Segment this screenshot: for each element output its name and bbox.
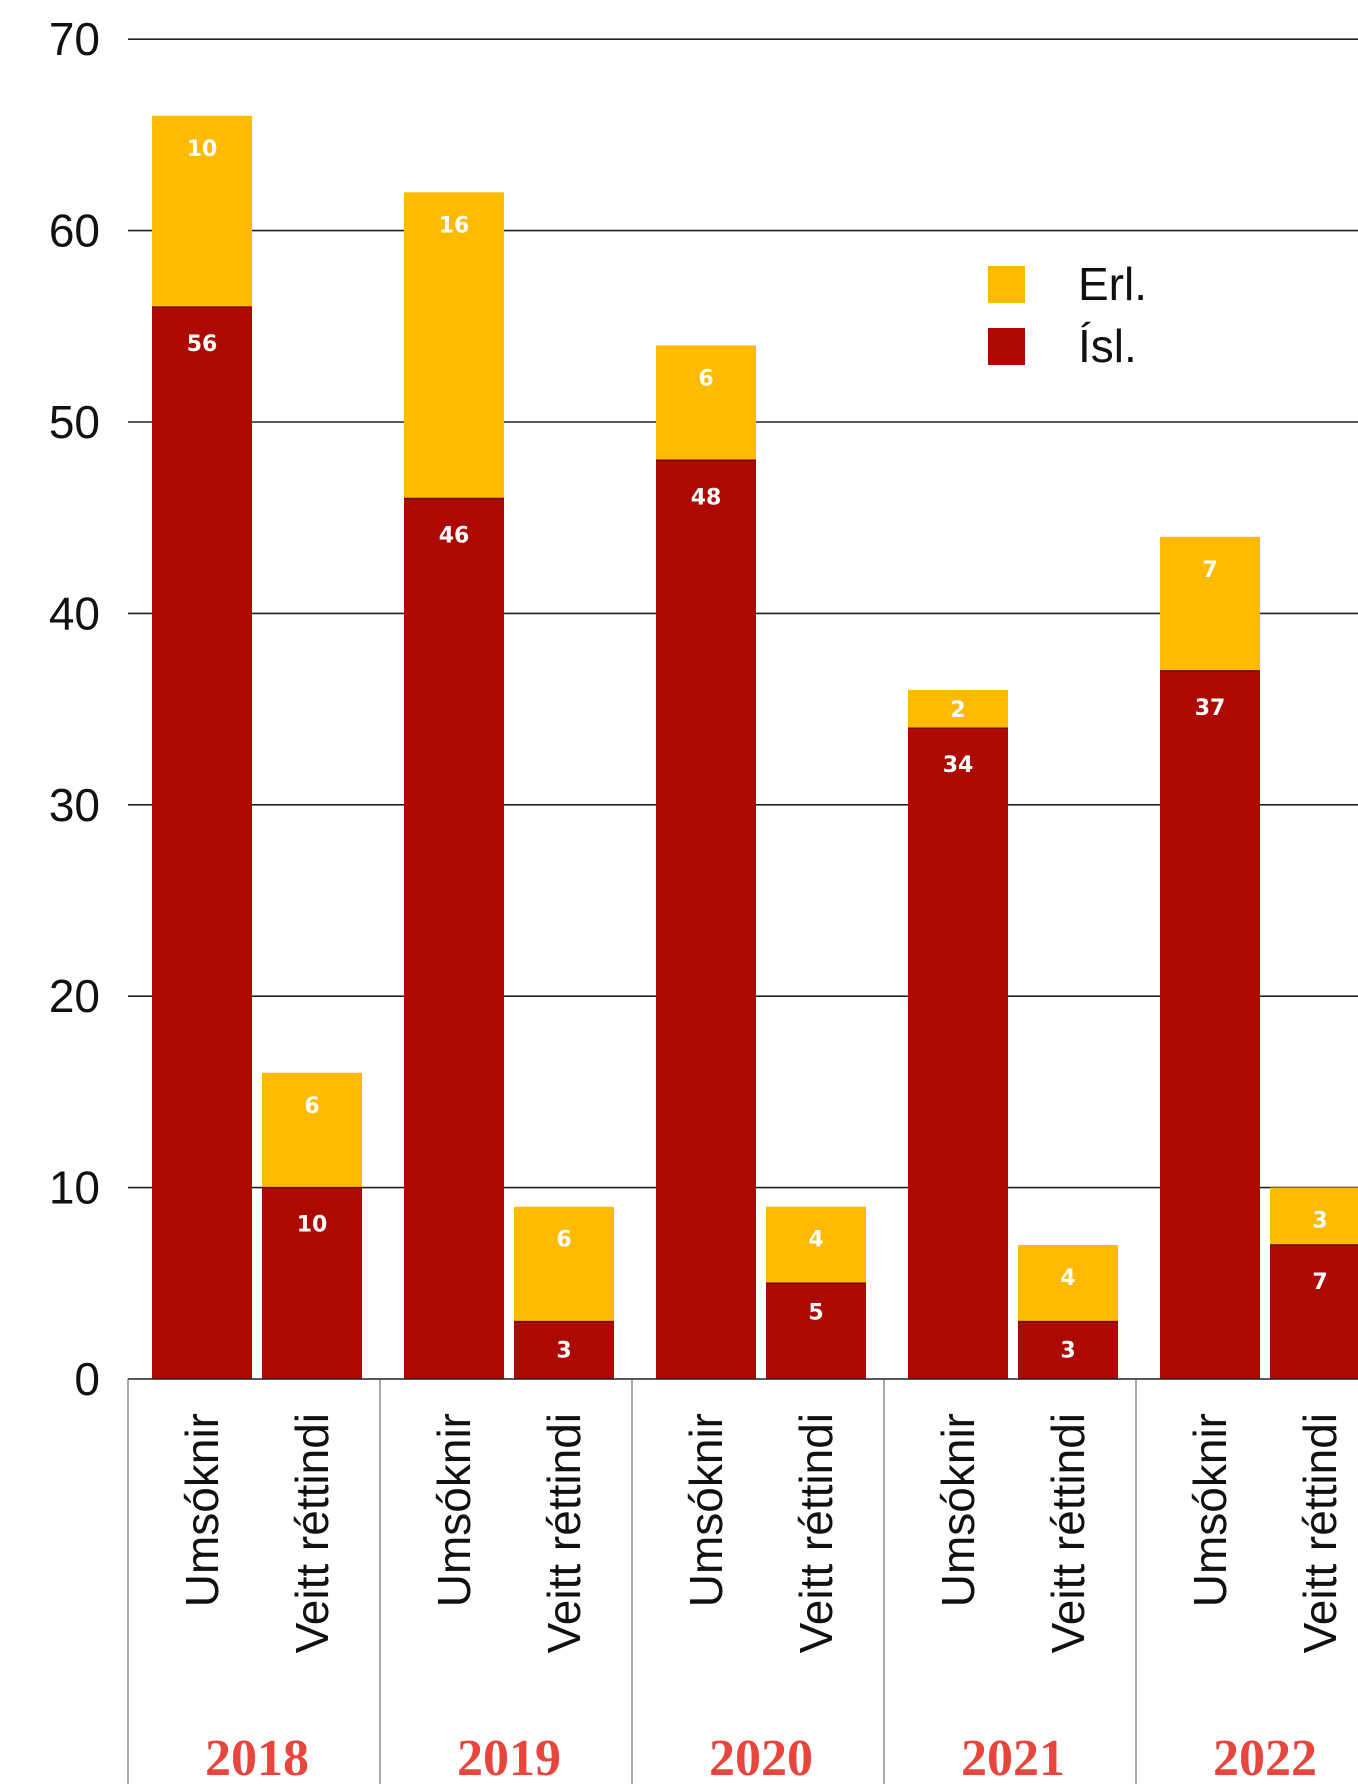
y-tick-label-10: 10 — [49, 1162, 100, 1214]
bar-label-erl-2020-1: 4 — [808, 1228, 823, 1253]
bar-isl-2020-0 — [656, 460, 756, 1379]
legend-label-1: Ísl. — [1078, 320, 1137, 372]
y-tick-label-60: 60 — [49, 205, 100, 257]
group-label-2022: 2022 — [1213, 1730, 1317, 1784]
bar-isl-2018-0 — [152, 307, 252, 1379]
bar-label-isl-2018-1: 10 — [297, 1213, 328, 1238]
bar-label-isl-2019-0: 46 — [439, 524, 470, 549]
y-tick-label-40: 40 — [49, 587, 100, 639]
category-label-2019-1: Veitt réttindi — [538, 1413, 590, 1653]
y-tick-label-70: 70 — [49, 13, 100, 65]
bar-label-isl-2022-0: 37 — [1195, 696, 1226, 721]
category-label-2020-1: Veitt réttindi — [790, 1413, 842, 1653]
y-tick-label-0: 0 — [74, 1353, 100, 1405]
bar-label-isl-2020-0: 48 — [691, 485, 722, 510]
category-label-2021-1: Veitt réttindi — [1042, 1413, 1094, 1653]
bar-isl-2022-1 — [1270, 1245, 1358, 1379]
bar-label-isl-2020-1: 5 — [808, 1300, 823, 1325]
category-label-2019-0: Umsóknir — [428, 1413, 480, 1607]
category-label-2022-0: Umsóknir — [1184, 1413, 1236, 1607]
bar-label-erl-2018-0: 10 — [187, 137, 218, 162]
bar-label-erl-2020-0: 6 — [698, 366, 713, 391]
y-tick-label-20: 20 — [49, 970, 100, 1022]
bar-isl-2021-0 — [908, 728, 1008, 1379]
group-label-2020: 2020 — [709, 1730, 813, 1784]
bar-label-isl-2018-0: 56 — [187, 332, 218, 357]
bar-label-isl-2022-1: 7 — [1312, 1270, 1327, 1295]
legend-label-0: Erl. — [1078, 258, 1147, 310]
bar-erl-2018-1 — [262, 1073, 362, 1188]
bar-label-isl-2021-1: 3 — [1060, 1339, 1075, 1364]
category-label-2018-0: Umsóknir — [176, 1413, 228, 1607]
category-label-2018-1: Veitt réttindi — [286, 1413, 338, 1653]
y-tick-label-50: 50 — [49, 396, 100, 448]
category-label-2022-1: Veitt réttindi — [1294, 1413, 1346, 1653]
category-label-2020-0: Umsóknir — [680, 1413, 732, 1607]
bar-label-isl-2019-1: 3 — [556, 1339, 571, 1364]
bar-isl-2022-0 — [1160, 671, 1260, 1379]
bars — [152, 116, 1358, 1379]
bar-erl-2019-1 — [514, 1207, 614, 1322]
y-axis-ticks: 0 10 20 30 40 50 60 70 — [49, 13, 100, 1405]
legend-swatch-1 — [988, 328, 1025, 365]
bar-label-erl-2022-1: 3 — [1312, 1209, 1327, 1234]
group-label-2019: 2019 — [457, 1730, 561, 1784]
y-tick-label-30: 30 — [49, 779, 100, 831]
bar-label-isl-2021-0: 34 — [943, 753, 974, 778]
category-label-2021-0: Umsóknir — [932, 1413, 984, 1607]
bar-label-erl-2021-1: 4 — [1060, 1266, 1075, 1291]
bar-erl-2020-0 — [656, 345, 756, 460]
bar-isl-2020-1 — [766, 1283, 866, 1379]
bar-isl-2019-0 — [404, 499, 504, 1379]
group-label-2018: 2018 — [205, 1730, 309, 1784]
group-label-2021: 2021 — [961, 1730, 1065, 1784]
x-axis: Umsóknir Veitt réttindi 2018 Umsóknir Veitt … — [128, 1379, 1358, 1784]
legend: Erl. Ísl. — [988, 258, 1147, 372]
bar-label-erl-2022-0: 7 — [1202, 558, 1217, 583]
bar-label-erl-2021-0: 2 — [950, 698, 965, 723]
legend-swatch-0 — [988, 266, 1025, 303]
bar-label-erl-2019-1: 6 — [556, 1228, 571, 1253]
bar-label-erl-2018-1: 6 — [304, 1094, 319, 1119]
bar-label-erl-2019-0: 16 — [439, 213, 470, 238]
